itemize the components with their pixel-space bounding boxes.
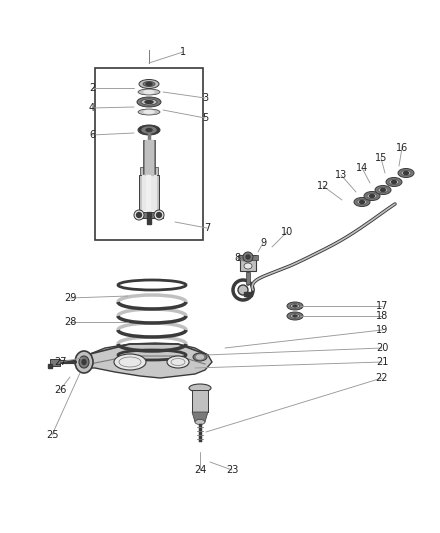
Bar bbox=[146, 175, 150, 210]
Ellipse shape bbox=[143, 82, 155, 86]
Bar bbox=[145, 140, 153, 175]
Text: 15: 15 bbox=[375, 153, 387, 163]
Text: 5: 5 bbox=[202, 113, 208, 123]
Ellipse shape bbox=[139, 79, 159, 88]
Ellipse shape bbox=[389, 180, 399, 184]
Ellipse shape bbox=[401, 171, 411, 175]
Bar bbox=[238, 255, 258, 260]
Ellipse shape bbox=[119, 357, 141, 367]
Ellipse shape bbox=[244, 263, 252, 269]
Ellipse shape bbox=[357, 199, 367, 205]
Ellipse shape bbox=[370, 195, 374, 198]
Ellipse shape bbox=[145, 101, 153, 103]
Text: 9: 9 bbox=[260, 238, 266, 248]
Text: 21: 21 bbox=[376, 357, 388, 367]
Ellipse shape bbox=[193, 353, 207, 361]
Text: 2: 2 bbox=[89, 83, 95, 93]
Text: 10: 10 bbox=[281, 227, 293, 237]
Text: 13: 13 bbox=[335, 170, 347, 180]
Text: 22: 22 bbox=[376, 373, 388, 383]
Ellipse shape bbox=[398, 168, 414, 177]
Bar bbox=[143, 140, 155, 175]
Text: 7: 7 bbox=[204, 223, 210, 233]
Text: 17: 17 bbox=[376, 301, 388, 311]
Ellipse shape bbox=[114, 354, 146, 370]
Ellipse shape bbox=[144, 110, 154, 114]
Text: 20: 20 bbox=[376, 343, 388, 353]
Text: 19: 19 bbox=[376, 325, 388, 335]
Ellipse shape bbox=[79, 356, 89, 368]
Ellipse shape bbox=[146, 128, 152, 132]
Ellipse shape bbox=[144, 91, 154, 93]
Circle shape bbox=[246, 255, 250, 259]
Ellipse shape bbox=[367, 193, 377, 198]
Ellipse shape bbox=[197, 355, 203, 359]
Text: 4: 4 bbox=[89, 103, 95, 113]
Text: 18: 18 bbox=[376, 311, 388, 321]
Bar bbox=[135, 212, 163, 218]
Text: 23: 23 bbox=[226, 465, 238, 475]
Ellipse shape bbox=[141, 99, 157, 105]
Bar bbox=[140, 167, 158, 175]
Circle shape bbox=[238, 285, 248, 295]
Ellipse shape bbox=[290, 314, 300, 318]
Ellipse shape bbox=[364, 191, 380, 200]
Bar bbox=[246, 272, 250, 284]
Text: 29: 29 bbox=[64, 293, 76, 303]
Text: 16: 16 bbox=[396, 143, 408, 153]
Ellipse shape bbox=[146, 83, 152, 85]
Ellipse shape bbox=[142, 127, 156, 133]
Text: 8: 8 bbox=[234, 253, 240, 263]
Ellipse shape bbox=[359, 200, 364, 204]
Bar bbox=[95, 68, 203, 240]
Bar bbox=[48, 364, 52, 368]
Ellipse shape bbox=[287, 302, 303, 310]
Ellipse shape bbox=[138, 125, 160, 135]
Bar bbox=[244, 292, 252, 296]
Text: 25: 25 bbox=[46, 430, 58, 440]
Bar bbox=[240, 255, 256, 271]
Ellipse shape bbox=[386, 177, 402, 187]
Circle shape bbox=[136, 213, 142, 217]
Bar bbox=[142, 175, 156, 210]
Text: 1: 1 bbox=[180, 47, 186, 57]
Ellipse shape bbox=[75, 351, 93, 373]
Bar bbox=[192, 390, 208, 412]
Circle shape bbox=[154, 210, 164, 220]
Text: 24: 24 bbox=[194, 465, 206, 475]
Ellipse shape bbox=[290, 304, 300, 308]
Text: 12: 12 bbox=[317, 181, 329, 191]
Text: 27: 27 bbox=[54, 357, 66, 367]
Circle shape bbox=[157, 213, 161, 217]
Ellipse shape bbox=[378, 188, 388, 192]
Text: 14: 14 bbox=[356, 163, 368, 173]
Bar bbox=[147, 212, 151, 224]
Ellipse shape bbox=[381, 189, 385, 191]
Ellipse shape bbox=[82, 359, 86, 365]
Ellipse shape bbox=[195, 419, 205, 424]
Polygon shape bbox=[80, 343, 212, 378]
Ellipse shape bbox=[287, 312, 303, 320]
Ellipse shape bbox=[354, 198, 370, 206]
Text: 6: 6 bbox=[89, 130, 95, 140]
Ellipse shape bbox=[293, 315, 297, 317]
Circle shape bbox=[134, 210, 144, 220]
Text: 26: 26 bbox=[54, 385, 66, 395]
Circle shape bbox=[243, 252, 253, 262]
Ellipse shape bbox=[403, 172, 408, 174]
Ellipse shape bbox=[189, 384, 211, 392]
Ellipse shape bbox=[293, 305, 297, 307]
Text: 28: 28 bbox=[64, 317, 76, 327]
Ellipse shape bbox=[392, 181, 396, 183]
Ellipse shape bbox=[137, 97, 161, 107]
Ellipse shape bbox=[138, 109, 160, 115]
Ellipse shape bbox=[171, 359, 185, 366]
Polygon shape bbox=[192, 412, 208, 422]
Ellipse shape bbox=[375, 185, 391, 195]
Bar bbox=[139, 175, 159, 210]
Bar bbox=[50, 359, 60, 366]
Ellipse shape bbox=[167, 356, 189, 368]
Text: 3: 3 bbox=[202, 93, 208, 103]
Ellipse shape bbox=[138, 89, 160, 95]
